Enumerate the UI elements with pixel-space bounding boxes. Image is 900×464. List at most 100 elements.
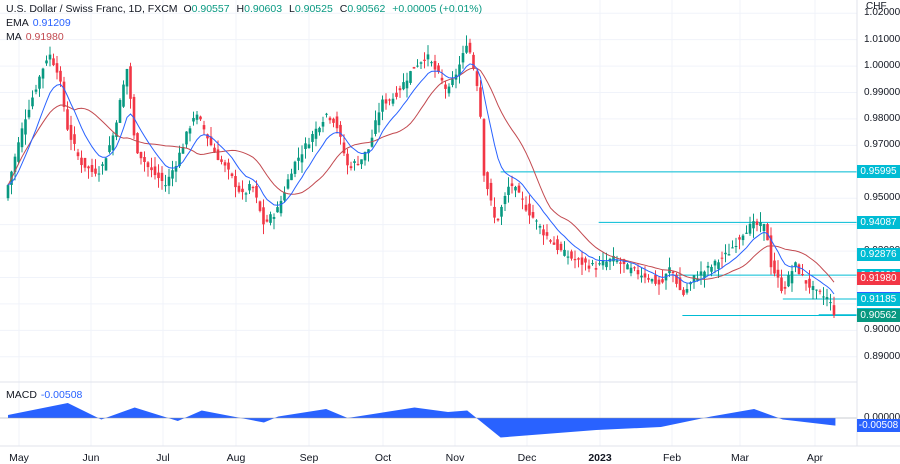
candle-body [153, 166, 157, 176]
candle-body [360, 159, 363, 165]
candle-body [510, 183, 514, 187]
candle-body [199, 116, 202, 120]
candle-body [248, 184, 251, 191]
candle-body [811, 286, 815, 291]
candle-body [514, 186, 517, 191]
time-tick-label: Jun [82, 452, 100, 464]
candle-body [815, 289, 818, 291]
candle-body [479, 87, 482, 117]
candle-body [559, 243, 563, 251]
candle-body [801, 273, 804, 275]
candle-body [167, 176, 171, 186]
candle-body [405, 80, 409, 89]
time-tick-label: Oct [374, 452, 392, 464]
candle-body [591, 263, 594, 265]
candle-body [192, 117, 195, 122]
candle-body [601, 260, 605, 266]
time-tick-label: Jul [156, 452, 170, 464]
candle-body [178, 152, 181, 167]
candle-body [808, 278, 811, 288]
candle-body [230, 173, 234, 176]
candle-body [636, 270, 640, 275]
candle-body [150, 167, 153, 171]
candle-body [654, 274, 657, 284]
candle-body [626, 264, 629, 270]
chart-grid [0, 0, 857, 446]
candle-body [157, 172, 160, 179]
candle-body [416, 65, 419, 67]
candle-body [794, 262, 797, 268]
candle-body [83, 157, 87, 168]
horizontal-levels [500, 171, 857, 317]
candle-body [661, 279, 664, 283]
candle-body [391, 98, 395, 104]
candle-body [185, 131, 188, 145]
candle-body [125, 68, 129, 87]
candle-body [486, 172, 489, 190]
candle-body [531, 212, 535, 218]
candle-body [713, 260, 717, 266]
candle-body [528, 203, 531, 216]
candle-body [594, 268, 598, 270]
candle-body [706, 265, 710, 268]
ema-legend[interactable]: EMA 0.91209 [6, 16, 71, 30]
candle-body [682, 289, 685, 295]
candle-body [521, 198, 524, 200]
candle-body [475, 71, 479, 86]
candle-body [780, 277, 783, 292]
candle-body [342, 142, 346, 154]
candle-body [286, 179, 290, 189]
candle-body [752, 221, 755, 229]
candle-body [213, 147, 216, 153]
candle-body [496, 218, 500, 221]
currency-label: CHF [866, 1, 887, 12]
candle-body [202, 125, 206, 130]
candle-body [675, 274, 678, 284]
candle-body [650, 278, 654, 282]
macd-value: -0.00508 [40, 389, 83, 401]
time-tick-label: Dec [517, 452, 537, 464]
candle-body [143, 157, 146, 163]
candle-body [395, 92, 398, 97]
candle-body [755, 221, 759, 225]
candle-body [766, 224, 769, 241]
time-tick-label: Apr [806, 452, 824, 464]
candle-body [643, 273, 647, 278]
candle-body [24, 119, 27, 135]
candle-body [276, 207, 279, 213]
candle-body [717, 262, 720, 269]
candle-body [262, 207, 265, 225]
candle-body [87, 166, 90, 169]
candle-body [325, 113, 328, 115]
time-tick-label: May [9, 452, 29, 464]
time-tick-label: 2023 [588, 452, 612, 464]
candle-body [293, 161, 297, 174]
candle-body [237, 185, 241, 192]
candle-body [349, 166, 353, 169]
candle-body [269, 214, 272, 223]
candle-body [45, 60, 48, 64]
ma-legend[interactable]: MA 0.91980 [6, 30, 64, 44]
candle-body [402, 82, 405, 90]
candle-body [76, 152, 80, 157]
high-value: 0.90603 [244, 3, 283, 15]
price-tick-label: 0.95000 [864, 192, 900, 204]
candle-body [517, 185, 521, 193]
candle-body [818, 290, 822, 292]
macd-legend[interactable]: MACD -0.00508 [6, 388, 82, 402]
candle-body [339, 124, 342, 137]
candle-body [321, 121, 325, 127]
price-scale-tag: 0.94087 [857, 215, 900, 229]
candle-body [461, 53, 465, 63]
candle-body [353, 161, 356, 163]
candle-body [265, 219, 269, 222]
candle-body [90, 165, 94, 173]
candle-body [97, 173, 101, 175]
candle-body [503, 195, 507, 205]
candle-body [118, 100, 122, 123]
candle-body [300, 154, 304, 163]
candle-body [174, 166, 178, 172]
candle-body [335, 116, 339, 129]
open-value: 0.90557 [191, 3, 230, 15]
